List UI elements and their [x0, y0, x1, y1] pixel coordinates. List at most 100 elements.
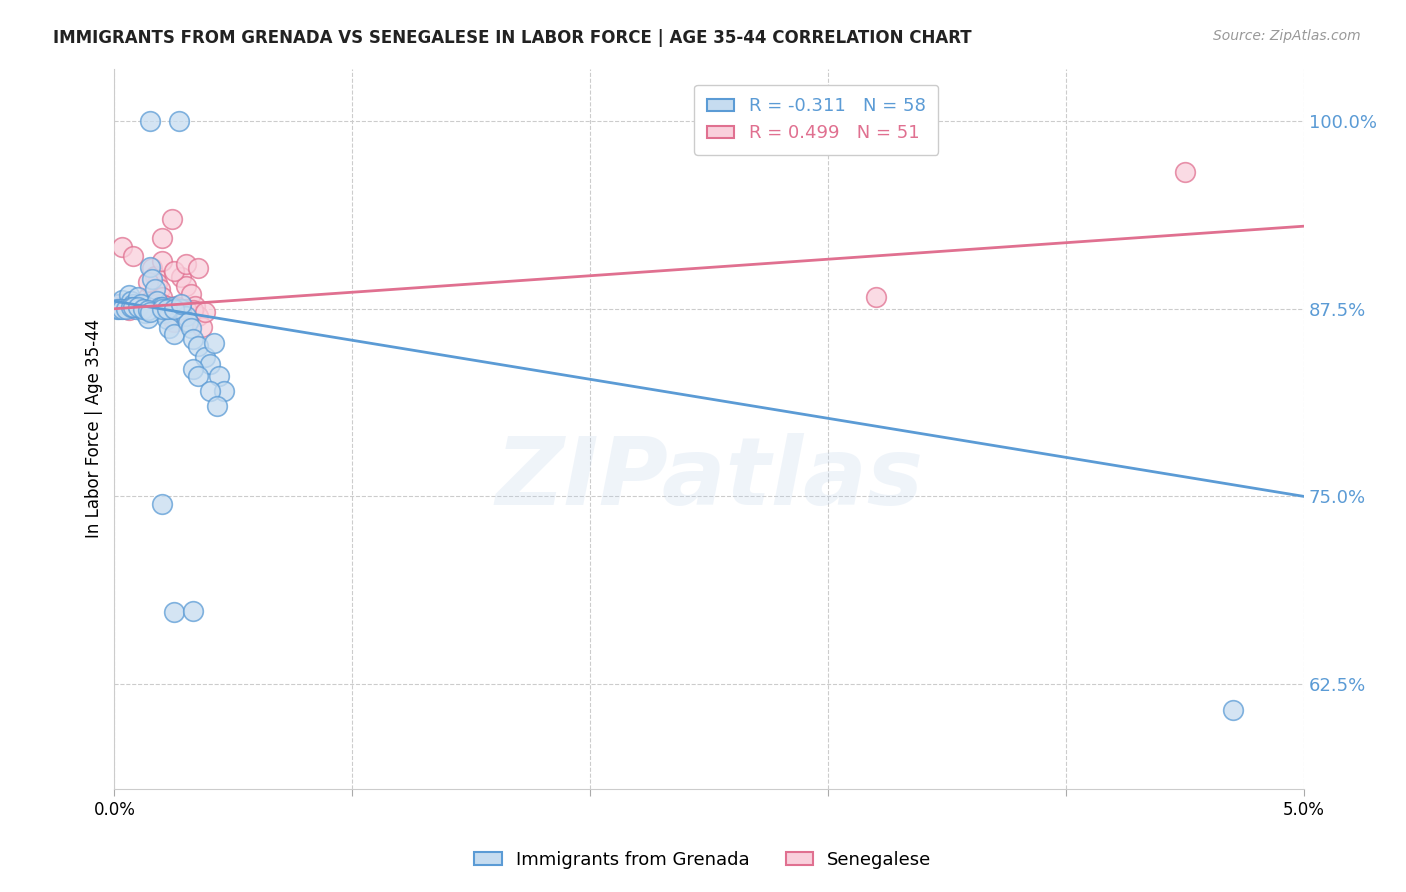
Point	[150, 290, 173, 304]
Point	[122, 249, 145, 263]
Point	[165, 299, 187, 313]
Point	[149, 300, 172, 314]
Point	[187, 261, 209, 276]
Point	[160, 300, 183, 314]
Point	[156, 312, 179, 326]
Point	[160, 211, 183, 226]
Point	[1222, 703, 1244, 717]
Point	[141, 261, 163, 276]
Point	[115, 301, 138, 316]
Point	[170, 270, 193, 285]
Point	[132, 301, 155, 316]
Point	[194, 305, 217, 319]
Point	[181, 603, 204, 617]
Point	[156, 300, 179, 314]
Point	[139, 114, 162, 128]
Point	[157, 321, 180, 335]
Point	[150, 301, 173, 316]
Point	[865, 290, 887, 304]
Point	[174, 257, 197, 271]
Point	[141, 271, 163, 285]
Point	[132, 301, 155, 316]
Point	[156, 299, 179, 313]
Point	[212, 384, 235, 399]
Point	[146, 297, 169, 311]
Point	[105, 300, 128, 314]
Point	[127, 299, 149, 313]
Point	[150, 497, 173, 511]
Point	[187, 339, 209, 353]
Point	[143, 282, 166, 296]
Point	[170, 301, 193, 316]
Point	[163, 315, 186, 329]
Point	[110, 240, 132, 254]
Point	[146, 294, 169, 309]
Point	[163, 300, 186, 314]
Point	[180, 286, 202, 301]
Point	[120, 294, 142, 309]
Point	[177, 315, 200, 329]
Point	[120, 300, 142, 314]
Point	[208, 369, 231, 384]
Point	[153, 306, 176, 320]
Point	[150, 297, 173, 311]
Point	[187, 310, 209, 324]
Point	[187, 369, 209, 384]
Point	[163, 264, 186, 278]
Point	[136, 275, 159, 289]
Point	[136, 290, 159, 304]
Point	[170, 301, 193, 316]
Point	[1174, 165, 1197, 179]
Point	[163, 301, 186, 316]
Point	[120, 300, 142, 314]
Point	[118, 288, 141, 302]
Point	[127, 300, 149, 314]
Point	[108, 297, 131, 311]
Point	[163, 605, 186, 619]
Point	[118, 303, 141, 318]
Legend: R = -0.311   N = 58, R = 0.499   N = 51: R = -0.311 N = 58, R = 0.499 N = 51	[695, 85, 938, 155]
Point	[174, 279, 197, 293]
Point	[110, 300, 132, 314]
Point	[115, 300, 138, 314]
Point	[160, 310, 183, 324]
Point	[205, 400, 228, 414]
Point	[194, 350, 217, 364]
Point	[143, 268, 166, 283]
Point	[139, 260, 162, 274]
Point	[139, 297, 162, 311]
Point	[105, 301, 128, 316]
Point	[198, 384, 221, 399]
Point	[202, 336, 225, 351]
Point	[122, 297, 145, 311]
Point	[127, 290, 149, 304]
Point	[110, 301, 132, 316]
Point	[139, 305, 162, 319]
Point	[112, 300, 135, 314]
Point	[163, 327, 186, 342]
Point	[180, 321, 202, 335]
Point	[122, 297, 145, 311]
Point	[184, 299, 207, 313]
Point	[115, 300, 138, 314]
Point	[134, 306, 156, 320]
Point	[174, 310, 197, 324]
Point	[181, 303, 204, 318]
Point	[134, 299, 156, 313]
Point	[170, 297, 193, 311]
Point	[139, 294, 162, 309]
Legend: Immigrants from Grenada, Senegalese: Immigrants from Grenada, Senegalese	[467, 844, 939, 876]
Point	[132, 301, 155, 316]
Point	[122, 300, 145, 314]
Point	[146, 277, 169, 291]
Point	[108, 297, 131, 311]
Point	[150, 231, 173, 245]
Text: IMMIGRANTS FROM GRENADA VS SENEGALESE IN LABOR FORCE | AGE 35-44 CORRELATION CHA: IMMIGRANTS FROM GRENADA VS SENEGALESE IN…	[53, 29, 972, 46]
Point	[136, 303, 159, 318]
Point	[125, 299, 148, 313]
Point	[181, 332, 204, 346]
Point	[198, 357, 221, 371]
Point	[149, 282, 172, 296]
Point	[125, 300, 148, 314]
Point	[181, 361, 204, 376]
